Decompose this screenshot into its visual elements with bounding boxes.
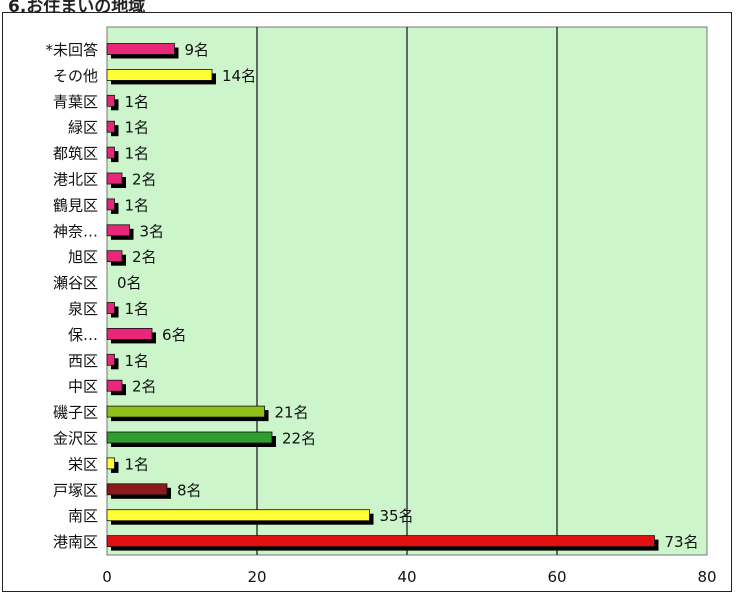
category-label: *未回答 [45,41,98,59]
category-label: 戸塚区 [53,481,98,499]
bar [106,431,273,444]
x-tick-label: 60 [547,568,566,586]
bars [106,43,659,551]
data-label: 2名 [132,171,157,189]
category-label: 瀬谷区 [53,274,98,292]
category-label: 中区 [68,378,98,396]
data-label: 8名 [177,481,202,499]
category-label: 鶴見区 [53,196,98,214]
value-labels: 9名 14名 1名 1名 1名 2名 1名 3名 2名 0名 1名 6名 1名 2名 21名 22名 1名 8名 3… [117,41,699,551]
grid-lines [256,27,558,555]
x-tick-labels: 0 20 40 60 80 [102,568,716,586]
category-label: 港南区 [53,533,98,551]
bar [106,379,123,392]
category-label: 南区 [68,507,98,525]
x-tick-label: 80 [697,568,716,586]
data-label: 1名 [125,300,150,318]
data-label: 2名 [132,378,157,396]
bar [106,327,153,340]
data-label: 22名 [282,430,316,448]
bar [106,250,123,263]
bar [106,69,213,81]
x-tick-label: 0 [102,568,112,586]
category-label: 旭区 [68,248,98,266]
category-label: 緑区 [68,119,98,137]
bar [106,483,168,496]
bar [106,172,123,185]
category-label: 都筑区 [53,145,98,163]
category-label: 栄区 [68,455,98,473]
data-label: 35名 [380,507,414,525]
bar [106,43,175,55]
data-label: 1名 [125,93,150,111]
bar [106,146,115,159]
data-label: 3名 [140,222,165,240]
data-label: 2名 [132,248,157,266]
category-label: その他 [53,67,98,85]
category-label: 金沢区 [53,430,98,448]
data-label: 21名 [275,404,309,422]
x-tick-label: 20 [247,568,266,586]
category-label: 港北区 [53,171,98,189]
data-label: 1名 [125,455,150,473]
bar [106,353,115,366]
bar [106,509,370,522]
data-label: 1名 [125,145,150,163]
bar [106,120,115,133]
x-tick-label: 40 [397,568,416,586]
category-label: 磯子区 [53,404,98,422]
data-label: 1名 [125,196,150,214]
category-label: 保… [68,326,98,344]
bar [106,457,115,470]
bar [106,224,130,237]
data-label: 1名 [125,119,150,137]
category-label: 泉区 [68,300,98,318]
bar [106,198,115,211]
category-label: 神奈… [53,222,98,240]
bar [106,535,655,547]
bar [106,94,115,107]
category-label: 西区 [68,352,98,370]
bar [106,302,115,314]
bar [106,405,265,418]
data-label: 1名 [125,352,150,370]
data-label: 6名 [162,326,187,344]
data-label: 9名 [185,41,210,59]
data-label: 73名 [665,533,699,551]
data-label: 0名 [117,274,142,292]
data-label: 14名 [222,67,256,85]
category-label: 青葉区 [53,93,98,111]
